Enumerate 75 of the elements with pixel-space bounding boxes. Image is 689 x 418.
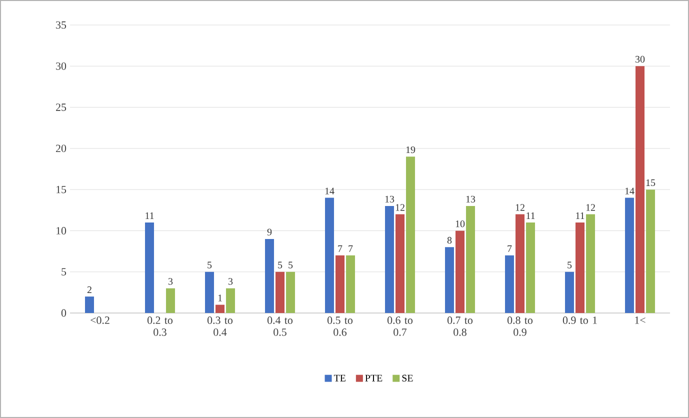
x-tick-label: 0.2 to 0.3 bbox=[147, 316, 173, 336]
y-tick-label: 25 bbox=[56, 104, 66, 111]
data-label: 11 bbox=[526, 212, 535, 219]
data-label: 12 bbox=[586, 204, 595, 211]
data-label: 3 bbox=[228, 278, 233, 285]
data-label: 14 bbox=[325, 188, 334, 194]
bar bbox=[85, 296, 94, 313]
bar bbox=[166, 288, 176, 313]
bar bbox=[625, 198, 634, 313]
data-label: 3 bbox=[168, 278, 173, 285]
x-tick-label: 0.8 to 0.9 bbox=[507, 316, 533, 336]
y-tick-label: 30 bbox=[56, 62, 66, 70]
data-label: 10 bbox=[456, 220, 465, 228]
data-label: 15 bbox=[646, 179, 656, 186]
data-label: 12 bbox=[396, 204, 404, 211]
y-tick-label: 10 bbox=[56, 227, 66, 234]
bar bbox=[456, 230, 465, 313]
bar bbox=[406, 156, 416, 313]
data-label: 30 bbox=[636, 56, 645, 63]
data-label: 13 bbox=[466, 196, 476, 203]
bar bbox=[636, 66, 645, 313]
data-label: 5 bbox=[278, 262, 282, 268]
bar bbox=[276, 272, 285, 313]
data-label: 5 bbox=[288, 262, 293, 268]
x-tick-label: 1< bbox=[635, 316, 646, 324]
bar bbox=[346, 255, 356, 313]
data-label: 11 bbox=[146, 212, 154, 219]
bar bbox=[226, 288, 236, 313]
bar bbox=[565, 272, 574, 313]
bar bbox=[336, 255, 345, 313]
y-tick-label: 15 bbox=[56, 186, 66, 194]
bar bbox=[466, 206, 476, 313]
data-label: 7 bbox=[508, 245, 512, 252]
data-label: 11 bbox=[576, 212, 584, 219]
data-label: 13 bbox=[385, 196, 394, 203]
y-tick-label: 35 bbox=[56, 21, 66, 29]
bar bbox=[286, 272, 296, 313]
bar bbox=[325, 198, 334, 313]
data-label: 5 bbox=[568, 262, 572, 268]
x-tick-label: 0.4 to 0.5 bbox=[267, 316, 293, 336]
bar bbox=[265, 238, 274, 313]
x-tick-label: 0.6 to 0.7 bbox=[387, 316, 413, 336]
bar bbox=[516, 214, 525, 313]
bar bbox=[505, 255, 514, 313]
bar bbox=[385, 206, 394, 313]
data-label: 9 bbox=[267, 228, 272, 236]
bar bbox=[586, 214, 596, 313]
x-tick-label: 0.5 to 0.6 bbox=[327, 316, 353, 336]
data-label: 2 bbox=[87, 286, 92, 294]
y-tick-label: 0 bbox=[61, 309, 66, 317]
bar bbox=[445, 247, 454, 313]
data-label: 14 bbox=[625, 188, 634, 194]
data-label: 1 bbox=[218, 294, 222, 302]
data-label: 8 bbox=[447, 236, 452, 244]
x-tick-label: 0.3 to 0.4 bbox=[207, 316, 233, 336]
bar bbox=[145, 222, 154, 313]
legend-label: PTE bbox=[365, 374, 382, 382]
x-tick-label: <0.2 bbox=[90, 316, 110, 324]
bar bbox=[205, 272, 214, 313]
data-label: 19 bbox=[406, 146, 416, 154]
bar bbox=[576, 222, 585, 313]
bar bbox=[396, 214, 405, 313]
data-label: 5 bbox=[208, 262, 212, 268]
y-tick-label: 20 bbox=[56, 144, 66, 152]
bar bbox=[216, 304, 225, 313]
bar bbox=[646, 190, 656, 313]
bar bbox=[526, 222, 536, 313]
y-tick-label: 5 bbox=[62, 268, 66, 276]
x-tick-label: 0.9 to 1 bbox=[562, 316, 597, 324]
legend-label: TE bbox=[334, 374, 346, 382]
data-label: 12 bbox=[516, 204, 524, 211]
data-label: 7 bbox=[338, 245, 342, 252]
data-label: 7 bbox=[348, 245, 353, 252]
legend-label: SE bbox=[402, 374, 413, 382]
x-tick-label: 0.7 to 0.8 bbox=[447, 316, 473, 336]
